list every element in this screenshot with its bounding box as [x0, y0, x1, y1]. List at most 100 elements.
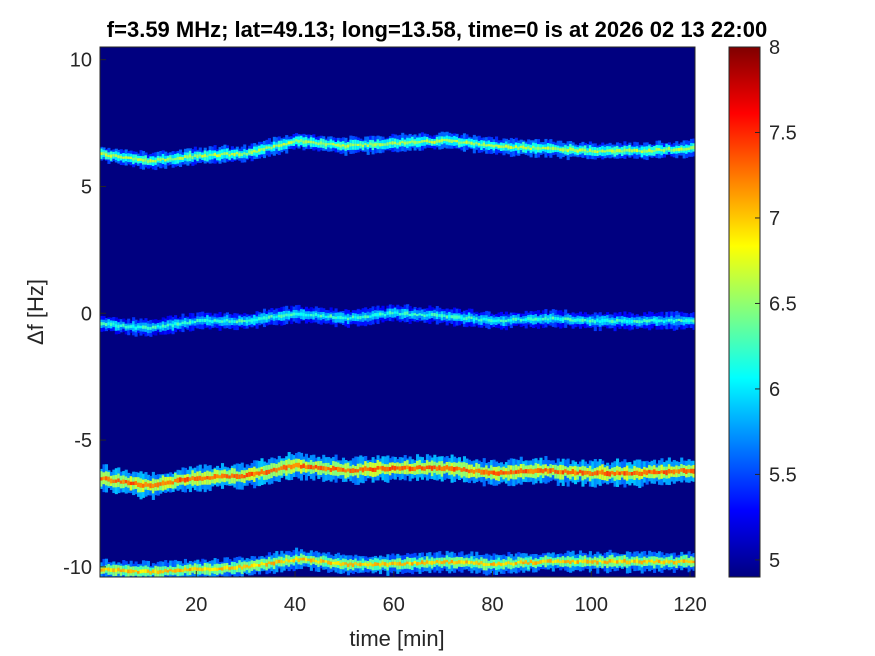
heatmap-cell	[583, 149, 587, 152]
heatmap-cell	[100, 477, 104, 481]
heatmap-cell	[299, 138, 304, 142]
heatmap-cell	[443, 138, 447, 142]
heatmap-cell	[660, 470, 664, 474]
heatmap-cell	[216, 474, 220, 479]
heatmap-cell	[240, 566, 244, 570]
heatmap-cell	[564, 469, 568, 473]
heatmap-cell	[146, 569, 150, 573]
heatmap-cell	[109, 568, 113, 572]
heatmap-cell	[186, 476, 190, 482]
heatmap-cell	[435, 560, 439, 563]
heatmap-cell	[630, 472, 634, 476]
heatmap-cell	[255, 150, 259, 153]
heatmap-cell	[638, 149, 642, 153]
heatmap-cell	[574, 318, 578, 322]
heatmap-cell	[596, 560, 600, 565]
heatmap-cell	[653, 561, 657, 564]
heatmap-cell	[566, 149, 570, 153]
heatmap-cell	[260, 562, 264, 566]
heatmap-cell	[378, 563, 383, 567]
heatmap-cell	[228, 320, 232, 323]
heatmap-cell	[327, 143, 331, 146]
heatmap-cell	[361, 467, 365, 473]
heatmap-cell	[413, 313, 417, 316]
heatmap-cell	[206, 319, 210, 322]
heatmap-cell	[470, 560, 474, 564]
heatmap-cell	[349, 143, 353, 147]
heatmap-cell	[220, 320, 225, 323]
heatmap-cell	[169, 568, 173, 572]
heatmap-cell	[275, 315, 279, 319]
heatmap-cell	[388, 141, 392, 145]
heatmap-cell	[564, 560, 568, 564]
heatmap-cell	[472, 561, 476, 565]
heatmap-cell	[295, 462, 299, 468]
heatmap-cell	[307, 140, 311, 144]
heatmap-cell	[613, 149, 617, 154]
heatmap-cell	[304, 313, 308, 317]
heatmap-cell	[371, 467, 375, 472]
heatmap-cell	[346, 468, 350, 472]
heatmap-cell	[554, 559, 558, 563]
heatmap-cell	[529, 468, 533, 474]
heatmap-cell	[581, 470, 585, 476]
heatmap-cell	[277, 144, 281, 148]
heatmap-cell	[416, 465, 420, 470]
heatmap-cell	[492, 144, 496, 148]
colorbar-gradient	[729, 47, 760, 577]
heatmap-cell	[608, 559, 612, 563]
heatmap-cell	[144, 569, 148, 574]
heatmap-cell	[265, 316, 269, 320]
heatmap-cell	[213, 474, 217, 479]
heatmap-cell	[304, 140, 308, 144]
heatmap-cell	[564, 148, 568, 152]
heatmap-cell	[440, 138, 444, 142]
heatmap-cell	[341, 316, 346, 320]
heatmap-cell	[450, 139, 454, 143]
heatmap-cell	[319, 558, 323, 563]
heatmap-cell	[401, 563, 405, 567]
heatmap-cell	[102, 567, 106, 572]
heatmap-cell	[109, 322, 113, 327]
heatmap-cell	[344, 145, 348, 149]
heatmap-cell	[196, 476, 200, 482]
heatmap-cell	[272, 316, 276, 319]
heatmap-cell	[201, 568, 205, 572]
heatmap-cell	[539, 317, 543, 321]
heatmap-cell	[134, 569, 138, 573]
heatmap-cell	[297, 312, 301, 316]
heatmap-cell	[206, 476, 210, 480]
heatmap-cell	[418, 313, 422, 316]
heatmap-cell	[643, 560, 647, 563]
heatmap-cell	[354, 468, 358, 473]
heatmap-cell	[366, 144, 370, 147]
heatmap-cell	[435, 313, 439, 317]
heatmap-cell	[312, 141, 316, 144]
heatmap-cell	[495, 471, 499, 476]
heatmap-cell	[344, 316, 348, 320]
heatmap-cell	[255, 563, 259, 567]
heatmap-cell	[238, 474, 242, 479]
heatmap-cell	[124, 480, 128, 484]
heatmap-cell	[638, 471, 642, 476]
heatmap-cell	[465, 140, 469, 144]
heatmap-cell	[497, 319, 501, 322]
heatmap-cell	[346, 563, 350, 568]
heatmap-cell	[208, 567, 212, 572]
heatmap-cell	[139, 482, 143, 488]
heatmap-cell	[480, 469, 484, 475]
heatmap-cell	[591, 150, 595, 153]
heatmap-cell	[258, 317, 262, 321]
heatmap-cell	[141, 569, 146, 573]
heatmap-cell	[482, 317, 486, 321]
heatmap-cell	[616, 470, 620, 475]
heatmap-cell	[460, 316, 464, 320]
heatmap-cell	[462, 141, 466, 144]
heatmap-cell	[388, 311, 392, 315]
heatmap-cell	[225, 152, 229, 155]
heatmap-cell	[250, 150, 254, 155]
heatmap-cell	[650, 559, 654, 563]
heatmap-cell	[423, 466, 427, 471]
heatmap-cell	[122, 568, 126, 573]
heatmap-cell	[630, 559, 634, 563]
